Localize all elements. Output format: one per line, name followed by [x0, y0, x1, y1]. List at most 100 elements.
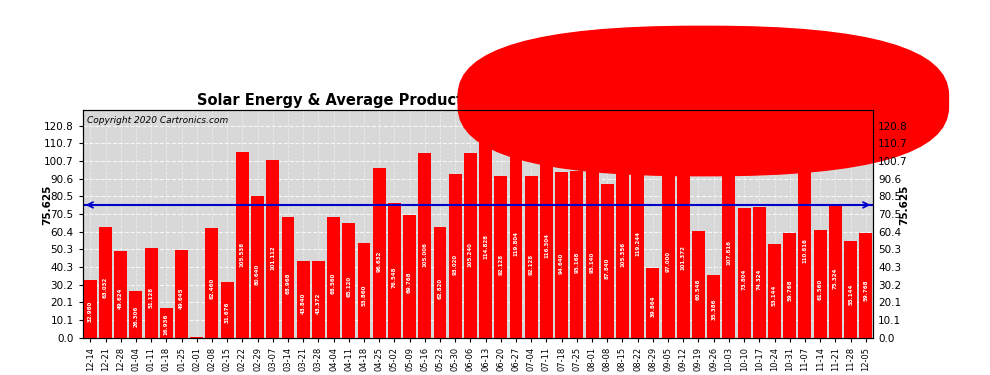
- Bar: [464, 153, 477, 338]
- Bar: [206, 228, 219, 338]
- Bar: [99, 227, 112, 338]
- Text: 69.768: 69.768: [407, 272, 412, 293]
- Bar: [84, 280, 97, 338]
- Text: 105.356: 105.356: [620, 242, 625, 267]
- Bar: [312, 261, 325, 338]
- Text: 80.640: 80.640: [255, 263, 260, 285]
- Bar: [448, 174, 461, 338]
- Bar: [510, 128, 523, 338]
- Text: 105.006: 105.006: [423, 242, 428, 267]
- Title: Solar Energy & Average Production Last 52 Weeks  Fri Dec 11 15:54: Solar Energy & Average Production Last 5…: [197, 93, 759, 108]
- Text: 39.864: 39.864: [650, 296, 655, 317]
- Text: 55.144: 55.144: [848, 284, 853, 305]
- Text: 26.306: 26.306: [134, 306, 139, 327]
- Bar: [419, 153, 432, 338]
- Bar: [221, 282, 234, 338]
- Text: 65.120: 65.120: [346, 276, 351, 297]
- Text: 107.816: 107.816: [727, 240, 732, 265]
- Bar: [555, 172, 568, 338]
- Bar: [586, 171, 599, 338]
- Bar: [632, 128, 644, 338]
- Text: 76.548: 76.548: [392, 266, 397, 288]
- Bar: [844, 241, 857, 338]
- Text: 119.244: 119.244: [636, 231, 641, 256]
- Bar: [403, 215, 416, 338]
- Text: 114.828: 114.828: [483, 234, 488, 260]
- Bar: [799, 143, 812, 338]
- Bar: [372, 168, 386, 338]
- Text: 101.372: 101.372: [681, 245, 686, 270]
- FancyBboxPatch shape: [458, 26, 948, 176]
- Bar: [159, 308, 173, 338]
- Text: 75.324: 75.324: [833, 267, 838, 289]
- Text: 92.128: 92.128: [498, 254, 503, 275]
- Bar: [343, 224, 355, 338]
- Bar: [829, 206, 842, 338]
- Text: 92.128: 92.128: [529, 254, 534, 275]
- Text: Weekly(kWh): Weekly(kWh): [715, 97, 789, 106]
- Bar: [494, 176, 507, 338]
- Text: 31.676: 31.676: [225, 302, 230, 323]
- Text: 68.560: 68.560: [331, 273, 336, 294]
- Text: 59.768: 59.768: [787, 280, 792, 301]
- Text: 68.968: 68.968: [285, 272, 290, 294]
- Text: 51.128: 51.128: [148, 286, 153, 308]
- Text: 60.548: 60.548: [696, 279, 701, 300]
- Bar: [266, 160, 279, 338]
- Bar: [525, 176, 538, 338]
- Text: 110.816: 110.816: [803, 238, 808, 262]
- Text: 53.860: 53.860: [361, 284, 366, 306]
- Text: 62.820: 62.820: [438, 278, 443, 298]
- Bar: [357, 243, 370, 338]
- Bar: [297, 261, 310, 338]
- Bar: [616, 153, 629, 338]
- Bar: [327, 217, 340, 338]
- Text: Average(kWh): Average(kWh): [585, 97, 665, 106]
- Text: 49.624: 49.624: [118, 288, 123, 309]
- Bar: [145, 248, 157, 338]
- Bar: [281, 217, 294, 338]
- Text: 43.372: 43.372: [316, 292, 321, 314]
- Text: 105.538: 105.538: [240, 242, 245, 267]
- Text: 105.240: 105.240: [468, 242, 473, 267]
- Bar: [388, 203, 401, 338]
- Bar: [768, 244, 781, 338]
- Bar: [434, 227, 446, 338]
- Text: 75.625: 75.625: [899, 185, 909, 225]
- Text: 87.840: 87.840: [605, 258, 610, 279]
- Text: 101.112: 101.112: [270, 246, 275, 270]
- Bar: [479, 136, 492, 338]
- Bar: [251, 196, 264, 338]
- Text: 95.168: 95.168: [574, 252, 579, 273]
- Text: 35.386: 35.386: [711, 299, 716, 320]
- Text: 61.560: 61.560: [818, 278, 823, 300]
- Bar: [570, 171, 583, 338]
- Bar: [540, 134, 552, 338]
- Text: 63.032: 63.032: [103, 277, 108, 298]
- Bar: [646, 268, 659, 338]
- Bar: [783, 233, 796, 338]
- Text: 62.460: 62.460: [210, 278, 215, 299]
- Text: Copyright 2020 Cartronics.com: Copyright 2020 Cartronics.com: [87, 116, 228, 125]
- Bar: [661, 167, 674, 338]
- Bar: [814, 230, 827, 338]
- Text: 16.936: 16.936: [163, 314, 169, 335]
- Text: 73.804: 73.804: [742, 268, 746, 290]
- Text: 95.140: 95.140: [590, 252, 595, 273]
- Bar: [175, 251, 188, 338]
- Bar: [723, 148, 736, 338]
- Text: 93.020: 93.020: [452, 254, 457, 275]
- Text: 49.645: 49.645: [179, 288, 184, 309]
- Text: 94.640: 94.640: [559, 252, 564, 273]
- Bar: [738, 208, 750, 338]
- Text: 96.632: 96.632: [376, 251, 382, 272]
- Text: 59.768: 59.768: [863, 280, 868, 301]
- Bar: [236, 153, 248, 338]
- Bar: [707, 276, 720, 338]
- Text: 43.840: 43.840: [301, 292, 306, 314]
- Text: 119.804: 119.804: [514, 231, 519, 255]
- Bar: [601, 183, 614, 338]
- Text: 116.304: 116.304: [544, 233, 548, 258]
- Text: 74.324: 74.324: [756, 268, 762, 290]
- Bar: [752, 207, 766, 338]
